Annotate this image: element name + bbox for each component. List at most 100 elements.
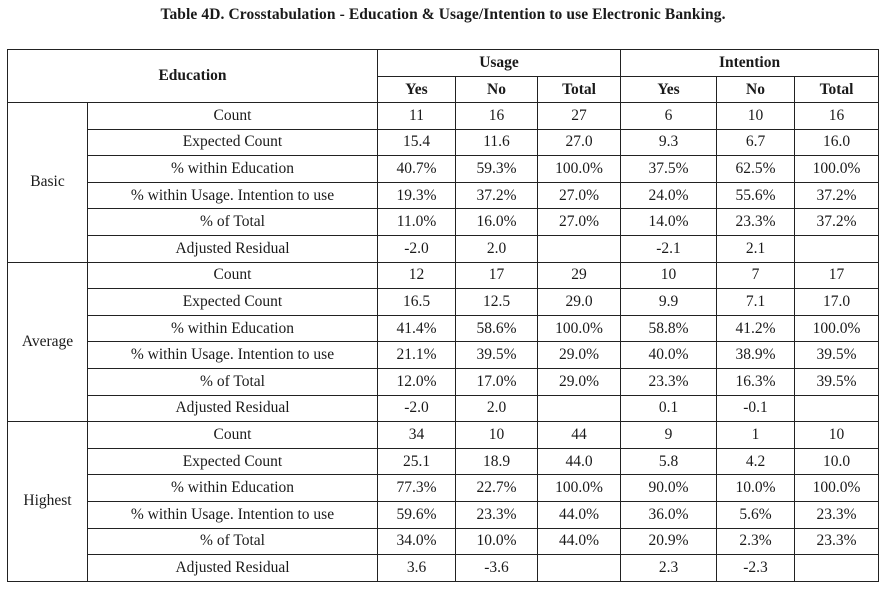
- intention-no-cell: 41.2%: [716, 314, 796, 343]
- statistic-label-cell: Expected Count: [87, 447, 378, 476]
- statistic-label-cell: % within Usage. Intention to use: [87, 181, 378, 210]
- table-row: Expected Count 25.1 18.9 44.0 5.8 4.2 10.0: [8, 447, 880, 476]
- table-row: % within Education 77.3% 22.7% 100.0% 90.0% 1…: [8, 474, 880, 502]
- intention-total-cell: 23.3%: [794, 527, 880, 556]
- intention-total-cell: 100.0%: [794, 474, 880, 502]
- usage-total-cell: 29.0: [536, 288, 622, 316]
- intention-no-cell: 7.1: [716, 288, 796, 316]
- usage-no-cell: 10: [455, 421, 538, 449]
- usage-yes-cell: 19.3%: [377, 181, 456, 210]
- intention-total-cell: 39.5%: [794, 367, 880, 396]
- usage-yes-cell: 40.7%: [377, 155, 456, 183]
- usage-no-cell: 16: [455, 102, 538, 130]
- statistic-label-cell: % of Total: [87, 208, 378, 236]
- intention-total-cell: 16: [794, 102, 880, 130]
- usage-no-cell: 39.5%: [455, 341, 538, 369]
- statistic-label-cell: % within Usage. Intention to use: [87, 341, 378, 369]
- usage-no-cell: 58.6%: [455, 314, 538, 343]
- intention-total-cell: 17: [794, 261, 880, 290]
- table-row: Basic Count 11 16 27 6 10 16: [7, 102, 880, 263]
- intention-total-cell: 37.2%: [794, 208, 880, 236]
- statistic-label-cell: % within Usage. Intention to use: [87, 500, 378, 529]
- intention-yes-cell: 5.8: [620, 447, 718, 476]
- table-row: % within Education 41.4% 58.6% 100.0% 58.8% 4…: [8, 314, 880, 343]
- statistic-label-cell: % of Total: [87, 367, 378, 396]
- intention-yes-cell: 2.3: [620, 554, 718, 582]
- intention-no-cell: 1: [716, 421, 796, 449]
- usage-no-header: No: [455, 76, 538, 103]
- usage-yes-cell: 16.5: [377, 288, 456, 316]
- usage-yes-cell: 59.6%: [377, 500, 456, 529]
- usage-no-cell: 17.0%: [455, 367, 538, 396]
- table-row: Expected Count 16.5 12.5 29.0 9.9 7.1 17.0: [8, 288, 880, 316]
- intention-total-cell: 100.0%: [794, 314, 880, 343]
- table-row: % within Usage. Intention to use 21.1% 39.…: [8, 341, 880, 369]
- intention-no-cell: 4.2: [716, 447, 796, 476]
- usage-no-cell: 2.0: [455, 394, 538, 423]
- usage-no-cell: 17: [455, 261, 538, 290]
- intention-no-cell: 2.1: [716, 234, 796, 263]
- table-row: Adjusted Residual -2.0 2.0 -2.1 2.1: [8, 234, 880, 263]
- table-row: % of Total 12.0% 17.0% 29.0% 23.3% 16.3% 39.5%: [8, 367, 880, 396]
- usage-total-cell: 44.0%: [536, 500, 622, 529]
- usage-total-cell: 29.0%: [536, 367, 622, 396]
- intention-total-cell: 10.0: [794, 447, 880, 476]
- usage-yes-cell: 34: [377, 421, 456, 449]
- usage-yes-cell: 25.1: [377, 447, 456, 476]
- table-row: Adjusted Residual 3.6 -3.6 2.3 -2.3: [8, 554, 880, 582]
- usage-total-cell: 27.0%: [536, 208, 622, 236]
- usage-yes-cell: 77.3%: [377, 474, 456, 502]
- usage-yes-cell: 12.0%: [377, 367, 456, 396]
- usage-no-cell: 12.5: [455, 288, 538, 316]
- intention-total-cell: 16.0: [794, 128, 880, 157]
- usage-no-cell: 22.7%: [455, 474, 538, 502]
- header-row-1: Education Usage Intention: [7, 49, 880, 103]
- statistic-label-cell: Count: [87, 261, 378, 290]
- intention-total-cell: 37.2%: [794, 181, 880, 210]
- usage-total-cell: 100.0%: [536, 314, 622, 343]
- table-body: Basic Count 11 16 27 6 10 16 Expected Count 15.4 1…: [7, 102, 880, 582]
- statistic-label-cell: Expected Count: [87, 288, 378, 316]
- statistic-label-cell: Adjusted Residual: [87, 554, 378, 582]
- table-row: % within Education 40.7% 59.3% 100.0% 37.5% 6…: [8, 155, 880, 183]
- intention-yes-header: Yes: [620, 76, 718, 103]
- intention-total-cell: 23.3%: [794, 500, 880, 529]
- intention-yes-cell: 37.5%: [620, 155, 718, 183]
- usage-yes-cell: 34.0%: [377, 527, 456, 556]
- usage-no-cell: 18.9: [455, 447, 538, 476]
- usage-total-header: Total: [536, 76, 622, 103]
- usage-yes-cell: 11.0%: [377, 208, 456, 236]
- usage-no-cell: 59.3%: [455, 155, 538, 183]
- table-row: Average Count 12 17 29 10 7 17: [7, 261, 880, 423]
- usage-total-cell: 100.0%: [536, 155, 622, 183]
- statistic-label-cell: % within Education: [87, 314, 378, 343]
- education-level-cell: Basic: [7, 102, 88, 263]
- intention-yes-cell: 24.0%: [620, 181, 718, 210]
- intention-no-cell: 5.6%: [716, 500, 796, 529]
- usage-no-cell: 16.0%: [455, 208, 538, 236]
- intention-no-cell: 6.7: [716, 128, 796, 157]
- table-caption: Table 4D. Crosstabulation - Education & …: [160, 6, 726, 23]
- intention-total-cell: 100.0%: [794, 155, 880, 183]
- education-level-cell: Average: [7, 261, 88, 423]
- usage-yes-cell: 21.1%: [377, 341, 456, 369]
- usage-total-cell: 29.0%: [536, 341, 622, 369]
- table-row: % of Total 34.0% 10.0% 44.0% 20.9% 2.3% 23.3%: [8, 527, 880, 556]
- table-row: Highest Count 34 10 44 9 1 10: [7, 421, 880, 582]
- usage-total-cell: 44.0: [536, 447, 622, 476]
- table-row: % within Usage. Intention to use 19.3% 37.…: [8, 181, 880, 210]
- intention-no-cell: 23.3%: [716, 208, 796, 236]
- intention-total-cell: 39.5%: [794, 341, 880, 369]
- usage-no-cell: 23.3%: [455, 500, 538, 529]
- education-level-cell: Highest: [7, 421, 88, 582]
- intention-yes-cell: 23.3%: [620, 367, 718, 396]
- intention-yes-cell: 58.8%: [620, 314, 718, 343]
- intention-no-cell: 16.3%: [716, 367, 796, 396]
- intention-total-cell: [794, 394, 880, 423]
- intention-total-cell: [794, 234, 880, 263]
- table-row: Adjusted Residual -2.0 2.0 0.1 -0.1: [8, 394, 880, 423]
- usage-no-cell: 37.2%: [455, 181, 538, 210]
- usage-total-cell: 27.0: [536, 128, 622, 157]
- statistic-label-cell: % within Education: [87, 474, 378, 502]
- intention-no-cell: 10.0%: [716, 474, 796, 502]
